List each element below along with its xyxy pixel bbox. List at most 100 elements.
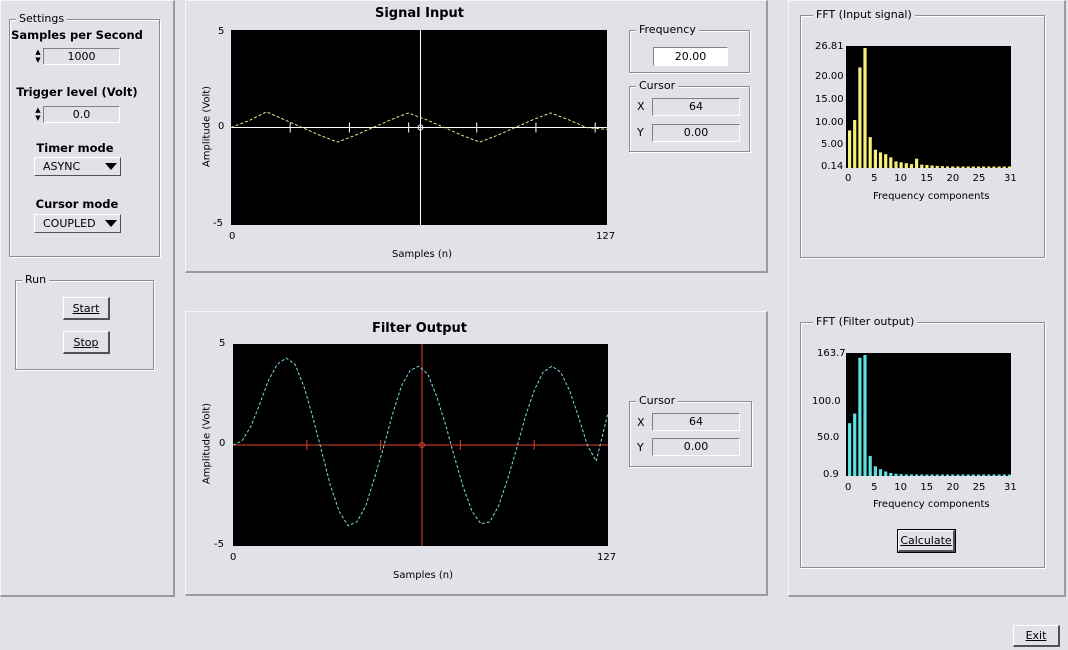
fft-bar (992, 474, 996, 476)
fft-bar (868, 455, 872, 476)
stop-button-label: Stop (73, 336, 99, 349)
fft-bar (930, 474, 934, 476)
samples-spinner-icon[interactable]: ▲ ▼ (35, 48, 41, 64)
fft-xtick: 20 (946, 482, 960, 493)
fft-xtick: 5 (871, 173, 878, 184)
exit-button[interactable]: Exit (1013, 625, 1060, 647)
stop-button[interactable]: Stop (63, 331, 110, 354)
fft-bar (1002, 474, 1006, 476)
calculate-button-label: Calculate (900, 534, 952, 547)
fft-bar (982, 166, 986, 168)
fft-input-group: FFT (Input signal) (800, 8, 1045, 258)
fft-bar (951, 474, 955, 476)
filter-output-cursor-x-value: 64 (652, 413, 740, 431)
filter-output-marks (233, 344, 608, 546)
filter-output-ytick-neg5: -5 (214, 539, 224, 550)
fft-bar (920, 474, 924, 476)
fft-bar (894, 161, 898, 168)
fft-bar (848, 130, 852, 168)
fft-bar (863, 355, 867, 476)
fft-bar (992, 166, 996, 168)
fft-bar (1007, 166, 1011, 168)
fft-filter-xlabel: Frequency components (873, 499, 990, 510)
fft-bar (915, 474, 919, 476)
fft-xtick: 10 (894, 482, 907, 493)
cursor-mode-dropdown[interactable]: COUPLED (34, 214, 121, 233)
fft-bar (1007, 474, 1011, 476)
fft-input-group-label: FFT (Input signal) (813, 8, 915, 22)
signal-input-cursor-y-value: 0.00 (652, 124, 740, 142)
timer-mode-dropdown[interactable]: ASYNC (34, 157, 121, 176)
fft-xtick: 15 (920, 173, 934, 184)
fft-bar (863, 48, 867, 168)
fft-bar (904, 163, 908, 168)
samples-per-second-label: Samples per Second (11, 28, 143, 42)
fft-input-ytick-20: 20.00 (815, 71, 844, 82)
waveform-series (231, 111, 607, 143)
fft-bar (925, 474, 929, 476)
filter-output-ytick-0: 0 (219, 438, 226, 449)
fft-filter-bars (848, 355, 1011, 476)
fft-bar (873, 466, 877, 476)
fft-bar (878, 469, 883, 476)
fft-filter-ytick-min: 0.9 (823, 469, 839, 480)
fft-input-ytick-15: 15.00 (815, 94, 844, 105)
signal-input-plot[interactable] (231, 30, 607, 225)
fft-bar (899, 474, 903, 476)
fft-bar (971, 166, 975, 168)
fft-bar (966, 474, 970, 476)
start-button-label: Start (72, 302, 100, 315)
fft-input-xlabel: Frequency components (873, 191, 990, 202)
filter-output-plot[interactable] (233, 344, 608, 546)
fft-input-plot (846, 46, 1011, 168)
fft-filter-ytick-100: 100.0 (812, 396, 841, 407)
run-group-label: Run (22, 273, 50, 287)
fft-bar (873, 149, 877, 168)
chevron-down-icon (105, 163, 117, 170)
fft-xtick: 31 (1004, 482, 1017, 493)
frequency-input[interactable]: 20.00 (653, 47, 728, 66)
signal-input-cursor-x-value: 64 (652, 98, 740, 116)
start-button[interactable]: Start (63, 297, 110, 320)
fft-bar (920, 164, 924, 168)
fft-bar (956, 166, 960, 168)
fft-filter-plot-area (846, 353, 1011, 476)
fft-input-ytick-5: 5.00 (821, 139, 844, 150)
fft-bar (853, 413, 857, 476)
signal-input-ytick-5: 5 (218, 26, 225, 37)
fft-bar (925, 165, 929, 168)
frequency-label: Frequency (636, 23, 699, 37)
fft-bar (858, 357, 862, 476)
fft-filter-plot (846, 353, 1011, 476)
filter-output-ytick-5: 5 (219, 338, 226, 349)
cursor-marker (417, 124, 424, 131)
fft-xtick: 5 (871, 482, 878, 493)
fft-filter-group: FFT (Filter output) (800, 315, 1045, 568)
fft-bar (894, 473, 898, 476)
fft-input-bars (848, 48, 1011, 168)
fft-xtick: 20 (946, 173, 960, 184)
signal-input-cursor-x-label: X (637, 100, 645, 113)
fft-input-ytick-max: 26.81 (815, 41, 844, 52)
signal-input-ylabel: Amplitude (Volt) (201, 85, 213, 168)
trigger-level-input[interactable]: 0.0 (43, 106, 120, 123)
cursor-mode-label: Cursor mode (35, 197, 119, 211)
filter-output-panel (185, 311, 768, 596)
fft-bar (997, 474, 1001, 476)
settings-group: Settings (9, 12, 160, 257)
fft-bar (961, 166, 965, 168)
signal-input-ytick-0: 0 (218, 121, 225, 132)
fft-input-ytick-10: 10.00 (815, 117, 844, 128)
fft-bar (909, 164, 914, 168)
fft-bar (961, 474, 965, 476)
samples-per-second-input[interactable]: 1000 (43, 48, 120, 65)
timer-mode-label: Timer mode (36, 141, 114, 155)
filter-output-cursor-y-value: 0.00 (652, 438, 740, 456)
signal-input-marks (231, 30, 607, 225)
signal-input-xtick-127: 127 (596, 231, 616, 242)
fft-bar (915, 158, 919, 168)
fft-bar (878, 152, 883, 168)
trigger-spinner-icon[interactable]: ▲ ▼ (35, 106, 41, 122)
filter-output-xtick-127: 127 (597, 552, 617, 563)
calculate-button[interactable]: Calculate (897, 529, 956, 553)
